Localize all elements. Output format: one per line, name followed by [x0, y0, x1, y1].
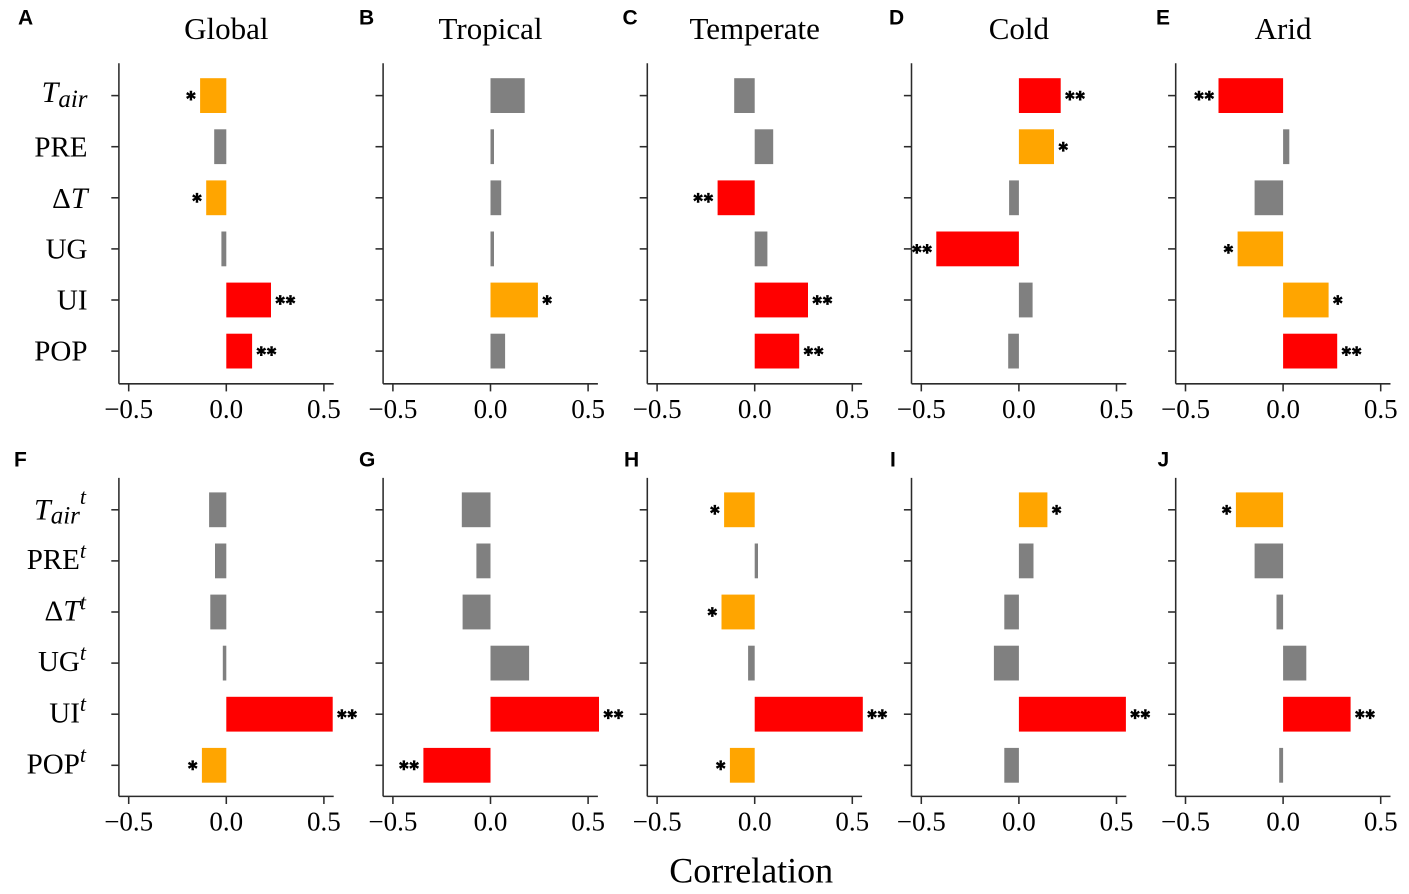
svg-text:−0.5: −0.5 — [633, 807, 682, 837]
svg-text:0.0: 0.0 — [209, 807, 243, 837]
svg-text:0.5: 0.5 — [571, 394, 605, 424]
svg-text:−0.5: −0.5 — [368, 807, 417, 837]
svg-text:Cold: Cold — [989, 11, 1050, 46]
svg-text:J: J — [1158, 449, 1170, 472]
svg-text:0.0: 0.0 — [1002, 394, 1036, 424]
svg-text:POPt: POPt — [27, 742, 87, 780]
svg-text:Arid: Arid — [1255, 11, 1312, 46]
svg-text:−0.5: −0.5 — [633, 394, 682, 424]
svg-text:0.0: 0.0 — [474, 807, 508, 837]
svg-text:0.0: 0.0 — [1266, 394, 1300, 424]
svg-text:0.5: 0.5 — [1100, 394, 1134, 424]
svg-text:−0.5: −0.5 — [1161, 394, 1210, 424]
svg-text:0.5: 0.5 — [571, 807, 605, 837]
svg-text:H: H — [624, 449, 639, 472]
svg-text:0.5: 0.5 — [1364, 807, 1398, 837]
svg-text:C: C — [623, 6, 638, 29]
svg-text:0.0: 0.0 — [1002, 807, 1036, 837]
svg-text:−0.5: −0.5 — [1161, 807, 1210, 837]
svg-text:POP: POP — [34, 336, 87, 368]
svg-text:E: E — [1156, 6, 1170, 29]
svg-text:G: G — [359, 449, 375, 472]
svg-text:−0.5: −0.5 — [897, 394, 946, 424]
svg-text:−0.5: −0.5 — [104, 394, 153, 424]
svg-text:UG: UG — [46, 234, 88, 266]
svg-text:Temperate: Temperate — [690, 11, 820, 46]
svg-text:UI: UI — [57, 285, 88, 317]
svg-text:PREt: PREt — [27, 538, 87, 576]
svg-text:Tairt: Tairt — [34, 484, 87, 529]
svg-text:−0.5: −0.5 — [368, 394, 417, 424]
svg-text:I: I — [890, 449, 896, 472]
svg-text:0.0: 0.0 — [1266, 807, 1300, 837]
svg-text:0.0: 0.0 — [209, 394, 243, 424]
svg-text:0.0: 0.0 — [738, 807, 772, 837]
svg-text:A: A — [18, 6, 33, 29]
svg-text:−0.5: −0.5 — [104, 807, 153, 837]
svg-text:ΔTt: ΔTt — [45, 589, 87, 627]
svg-text:0.5: 0.5 — [835, 807, 869, 837]
svg-text:Tair: Tair — [42, 76, 88, 113]
svg-text:0.5: 0.5 — [835, 394, 869, 424]
svg-text:0.0: 0.0 — [738, 394, 772, 424]
svg-text:0.5: 0.5 — [307, 807, 341, 837]
svg-text:0.0: 0.0 — [474, 394, 508, 424]
svg-text:Correlation: Correlation — [669, 851, 833, 891]
svg-text:0.5: 0.5 — [1364, 394, 1398, 424]
svg-text:UGt: UGt — [38, 640, 87, 678]
svg-text:B: B — [359, 6, 374, 29]
svg-text:ΔT: ΔT — [52, 182, 90, 215]
svg-text:UIt: UIt — [49, 691, 87, 729]
svg-text:0.5: 0.5 — [307, 394, 341, 424]
svg-text:Tropical: Tropical — [439, 11, 543, 46]
svg-text:F: F — [14, 449, 27, 472]
svg-text:Global: Global — [184, 11, 268, 46]
svg-text:−0.5: −0.5 — [897, 807, 946, 837]
svg-text:PRE: PRE — [34, 131, 87, 163]
svg-text:0.5: 0.5 — [1100, 807, 1134, 837]
svg-text:D: D — [889, 6, 904, 29]
